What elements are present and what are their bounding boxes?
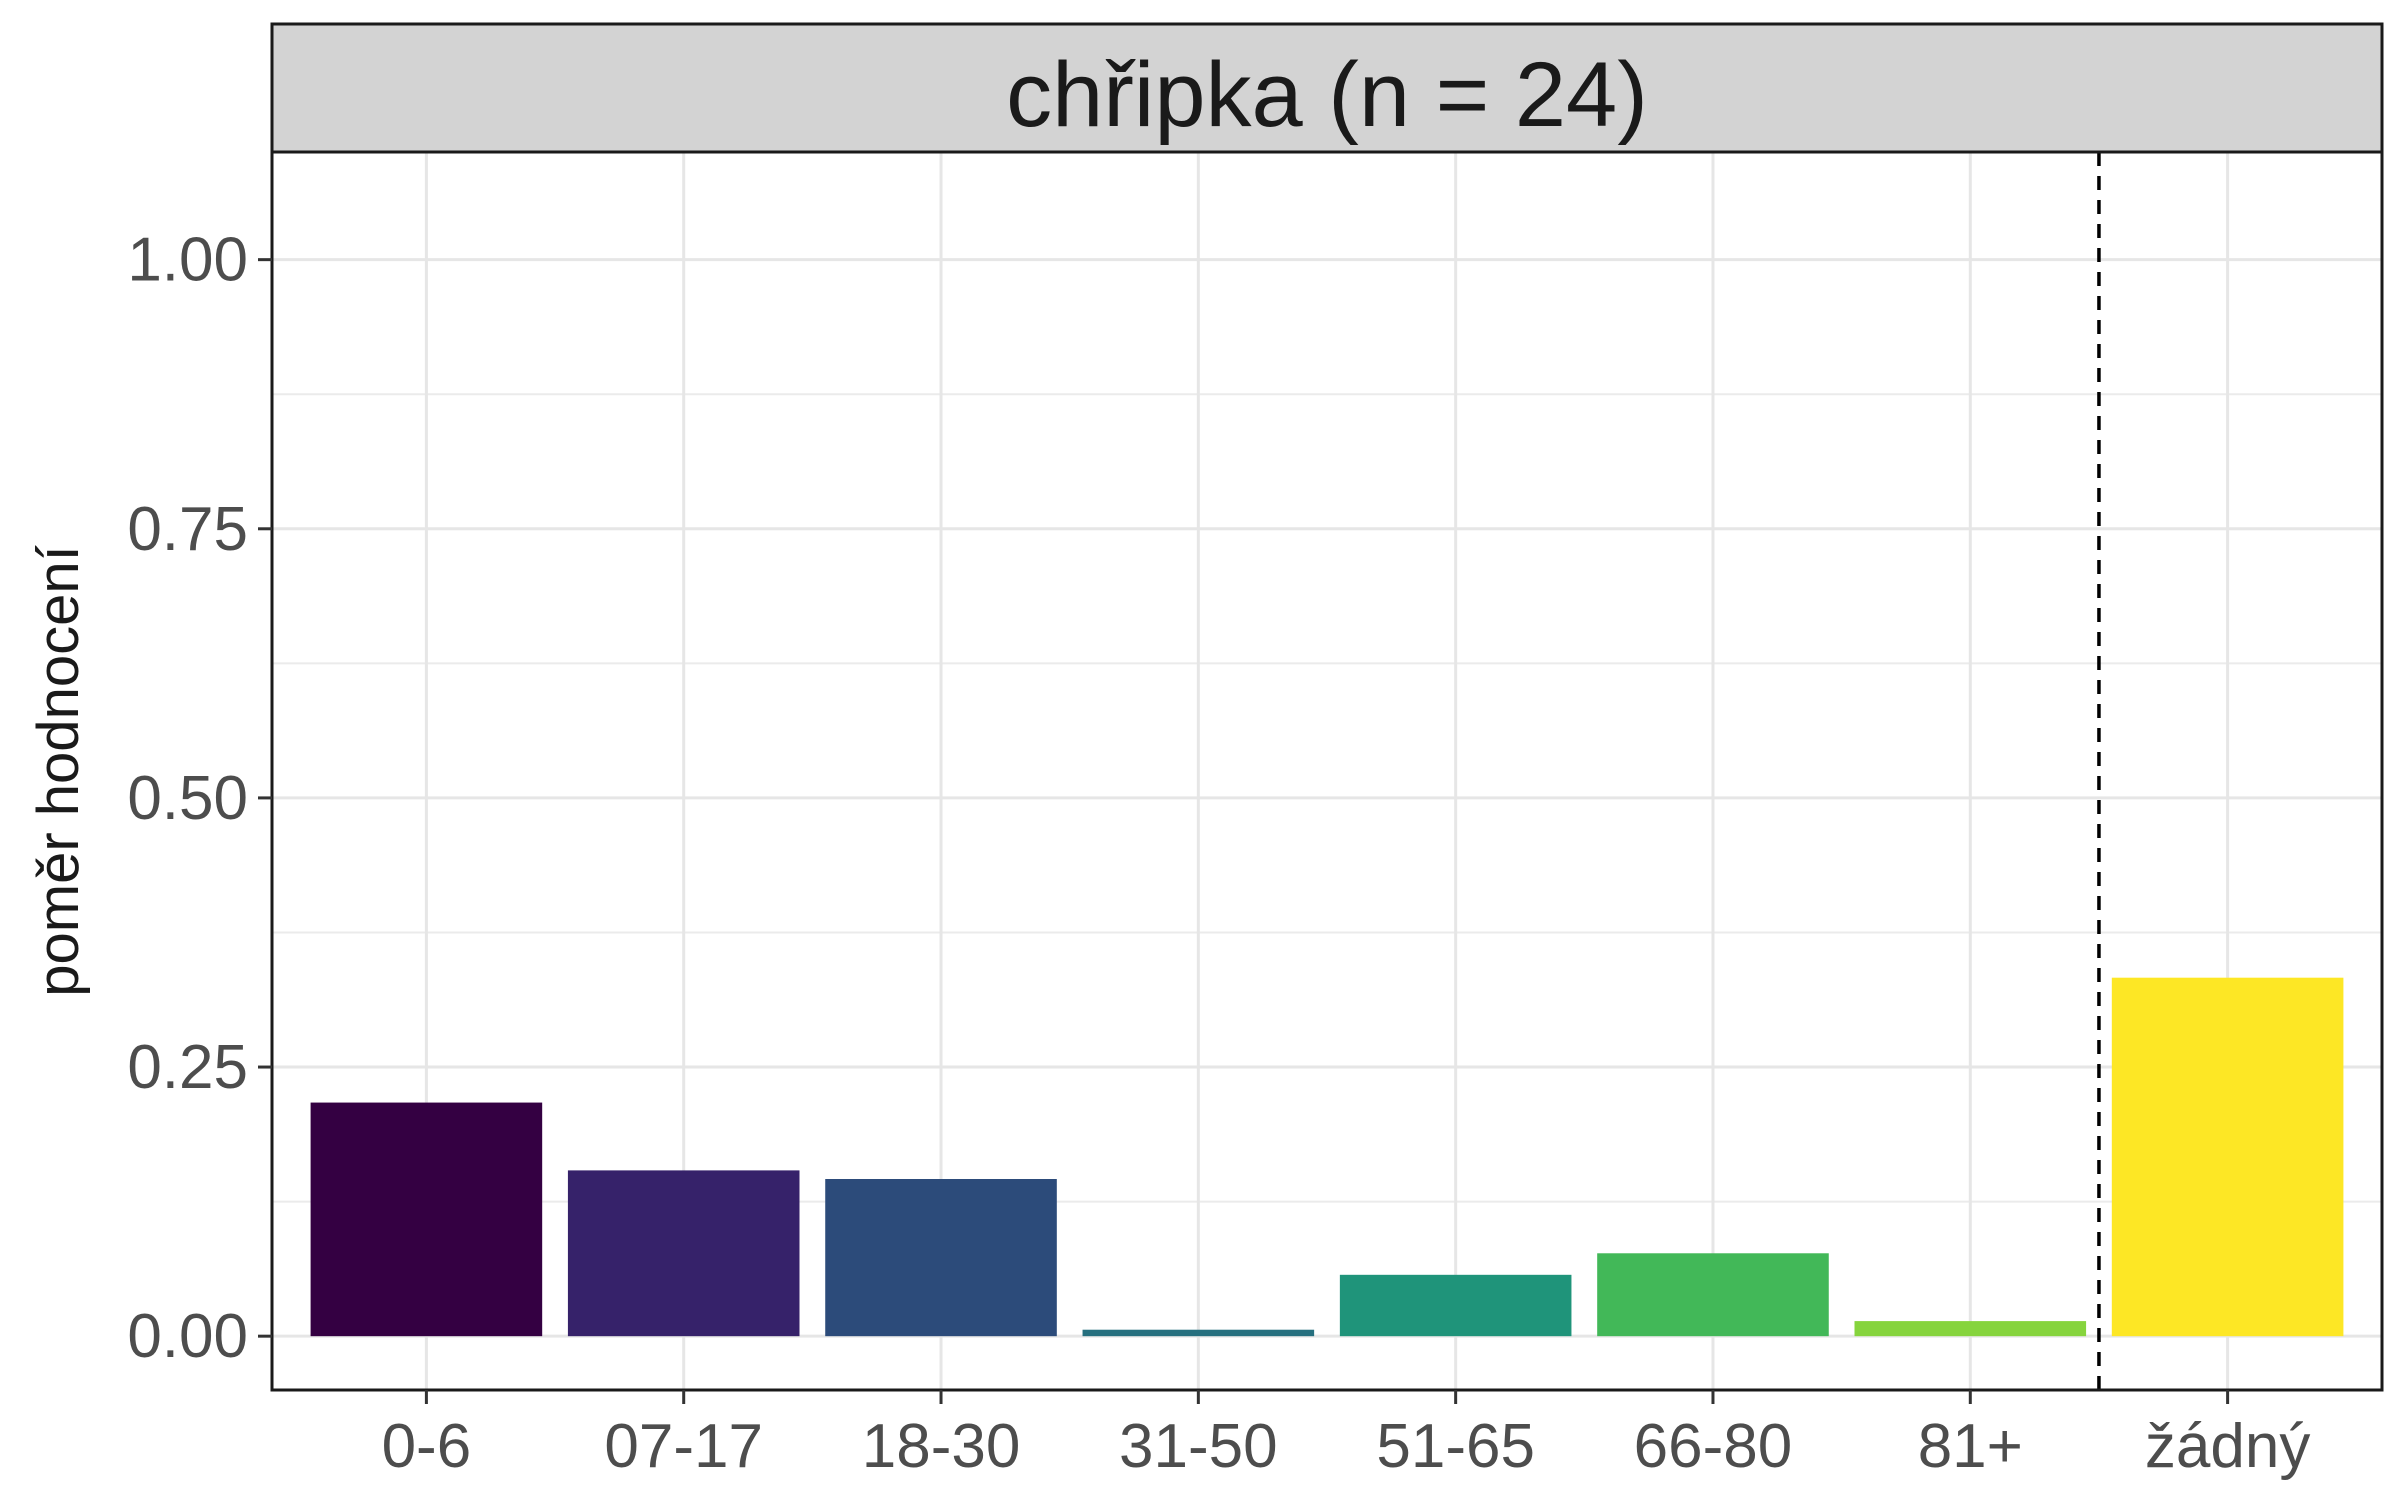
bar-51-65 [1339, 1274, 1572, 1337]
x-tick-label: žádný [2145, 1412, 2310, 1481]
y-axis: 0.00 0.25 0.50 0.75 1.00 [127, 226, 272, 1371]
x-tick-label: 07-17 [604, 1412, 763, 1481]
grid-lines [272, 152, 2382, 1390]
x-tick-label: 51-65 [1376, 1412, 1535, 1481]
x-axis: 0-6 07-17 18-30 31-50 51-65 66-80 81+ žádný [382, 1390, 2310, 1481]
chart-title: chřipka (n = 24) [1006, 44, 1648, 146]
y-tick-label: 1.00 [127, 226, 248, 295]
x-tick-label: 0-6 [382, 1412, 472, 1481]
bar-31-50 [1082, 1329, 1315, 1337]
y-tick-label: 0.50 [127, 764, 248, 833]
bars [310, 977, 2344, 1337]
bar-žádný [2111, 977, 2344, 1337]
x-tick-label: 66-80 [1634, 1412, 1793, 1481]
x-tick-label: 81+ [1918, 1412, 2023, 1481]
plot-panel-border [270, 150, 2384, 1392]
y-tick-label: 0.75 [127, 495, 248, 564]
x-tick-label: 31-50 [1119, 1412, 1278, 1481]
bar-0-6 [310, 1102, 543, 1337]
y-tick-label: 0.00 [127, 1302, 248, 1371]
bar-18-30 [825, 1179, 1057, 1337]
bar-07-17 [567, 1170, 800, 1337]
x-tick-label: 18-30 [862, 1412, 1021, 1481]
bar-66-80 [1597, 1253, 1829, 1337]
facet-strip [270, 22, 2384, 154]
y-axis-title: poměr hodnocení [26, 545, 91, 996]
bar-81+ [1854, 1321, 2087, 1337]
y-tick-label: 0.25 [127, 1033, 248, 1102]
